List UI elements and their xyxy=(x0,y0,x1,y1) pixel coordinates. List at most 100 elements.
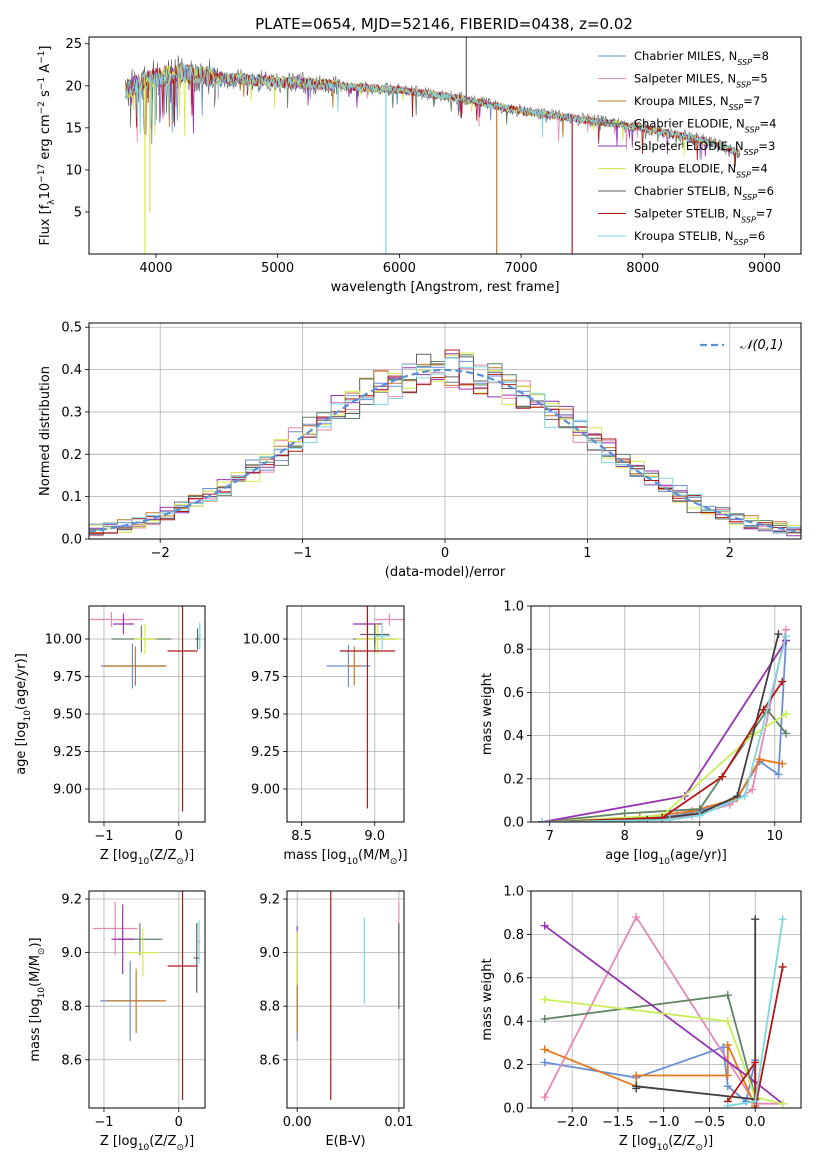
y-tick-label: 0.2 xyxy=(61,448,82,463)
y-tick-label: 8.8 xyxy=(61,1000,82,1015)
x-tick-label: 7000 xyxy=(505,261,538,276)
y-tick-label: 8.6 xyxy=(61,1053,82,1068)
x-tick-label: −1.5 xyxy=(602,1115,634,1130)
y-axis-label-text: Flux [f xyxy=(38,204,53,245)
normal-legend-label: 𝒩(0,1) xyxy=(740,338,783,353)
y-tick-label: 0.6 xyxy=(503,971,524,986)
weight-marker xyxy=(782,632,790,641)
legend-entry: Chabrier STELIB, NSSP=6 xyxy=(634,184,774,202)
x-tick-label: −2.0 xyxy=(556,1115,588,1130)
y-tick-label: 9.2 xyxy=(61,893,82,908)
axes-spectrum: 4000 5000 6000 7000 8000 9000 5 10 15 20 25 wavelen… xyxy=(37,36,802,295)
weight-marker xyxy=(778,1099,787,1108)
x-tick-label: 8.5 xyxy=(291,829,312,844)
weight-series-2 xyxy=(544,1044,757,1107)
x-tick-label: 0.0 xyxy=(745,1115,766,1130)
y-tick-label: 5 xyxy=(74,205,82,220)
legend-entry: Chabrier MILES, NSSP=8 xyxy=(634,49,769,67)
y-axis-label-subscript: ⊙ xyxy=(37,948,47,956)
y-tick-label: 9.2 xyxy=(259,893,280,908)
weight-series-5 xyxy=(544,998,783,1105)
legend-entry-text: Salpeter MILES, N xyxy=(634,72,736,86)
x-axis-label-text: age [log xyxy=(605,848,658,863)
y-tick-label: 9.25 xyxy=(251,745,280,760)
legend-entry-text: Chabrier STELIB, N xyxy=(634,184,742,198)
weight-marker xyxy=(723,1101,732,1108)
x-tick-label: 5000 xyxy=(261,261,294,276)
y-axis-label-text: 10 xyxy=(38,183,53,200)
y-axis-label-text: ] xyxy=(38,46,53,51)
y-axis-label-superscript: −17 xyxy=(37,164,47,183)
legend-entry-value: =6 xyxy=(748,229,765,243)
x-axis-label: mass [log10(M/M⊙)] xyxy=(283,848,407,867)
legend-entry-subscript: SSP xyxy=(741,215,756,224)
x-axis-label-text: )] xyxy=(703,1134,713,1149)
x-axis-label-text: )] xyxy=(184,848,194,863)
legend-entry-value: =5 xyxy=(751,72,768,86)
weight-marker xyxy=(538,818,547,822)
weight-marker xyxy=(540,1045,549,1054)
x-tick-label: 9 xyxy=(696,829,704,844)
plot-area xyxy=(326,606,404,809)
y-tick-label: 25 xyxy=(65,37,82,52)
x-tick-label: 8 xyxy=(621,829,629,844)
x-tick-label: −0.5 xyxy=(694,1115,726,1130)
x-axis-label-subscript: ⊙ xyxy=(390,857,398,867)
weight-marker xyxy=(718,772,727,781)
weight-series-5 xyxy=(542,713,787,822)
y-tick-label: 8.8 xyxy=(259,1000,280,1015)
y-tick-label: 0.6 xyxy=(503,686,524,701)
normal-reference-curve xyxy=(89,368,801,533)
x-axis-label-text: (Z/Z xyxy=(149,848,176,863)
x-tick-label: 4000 xyxy=(139,261,172,276)
x-axis-label-text: (age/yr)] xyxy=(670,848,727,863)
axes-frame xyxy=(530,605,802,823)
x-axis-label-subscript: 10 xyxy=(657,1143,669,1153)
weight-marker xyxy=(751,1097,760,1106)
y-tick-label: 10 xyxy=(65,163,82,178)
y-axis-label-text: mass [log xyxy=(28,998,43,1061)
x-tick-label: 0 xyxy=(175,829,183,844)
legend-entry-value: =6 xyxy=(757,184,774,198)
plot-area xyxy=(538,625,790,822)
y-tick-label: 10.00 xyxy=(243,633,280,648)
y-tick-label: 0.0 xyxy=(503,1102,524,1117)
legend-entry-subscript: SSP xyxy=(736,170,751,179)
legend-entry: Kroupa MILES, NSSP=7 xyxy=(634,94,760,112)
x-tick-label: 0 xyxy=(175,1115,183,1130)
weight-series-1 xyxy=(543,915,783,1105)
legend-entry: Kroupa STELIB, NSSP=6 xyxy=(634,229,765,247)
weight-marker xyxy=(782,710,790,718)
y-tick-label: 15 xyxy=(65,121,82,136)
y-axis-label: mass weight xyxy=(480,673,495,755)
x-axis-label-text: (M/M xyxy=(358,848,390,863)
x-tick-label: 8000 xyxy=(626,261,659,276)
x-axis-label-subscript: 10 xyxy=(347,857,359,867)
weight-marker xyxy=(632,1071,641,1080)
plot-area xyxy=(89,349,801,539)
residual-histogram-8 xyxy=(89,357,801,539)
axes-age_vs_mass: 8.5 9.0 9.00 9.25 9.50 9.75 10.00 mass [log10(M… xyxy=(243,605,408,867)
y-axis-label-text: erg cm xyxy=(38,114,53,163)
legend-entry-subscript: SSP xyxy=(736,80,751,89)
legend-entry-subscript: SSP xyxy=(734,238,749,247)
legend-entry-value: =7 xyxy=(743,94,760,108)
weight-marker xyxy=(778,962,787,971)
y-tick-label: 1.0 xyxy=(503,600,524,615)
x-axis-label-subscript: 10 xyxy=(138,857,150,867)
weight-marker xyxy=(778,677,787,686)
legend-entry-text: Kroupa ELODIE, N xyxy=(634,162,736,176)
y-tick-label: 0.2 xyxy=(503,1058,524,1073)
legend-entry: Salpeter STELIB, NSSP=7 xyxy=(634,207,773,225)
x-axis-label: wavelength [Angstrom, rest frame] xyxy=(331,280,560,295)
axes-frame xyxy=(88,890,206,1109)
axes-frame xyxy=(88,605,206,823)
y-axis-label: Flux [fλ10−17 erg cm−2 s−1 A−1] xyxy=(37,46,57,246)
legend-entry-subscript: SSP xyxy=(737,58,752,67)
y-axis-label-superscript: −1 xyxy=(37,77,47,90)
legend-entry-subscript: SSP xyxy=(744,148,759,157)
y-tick-label: 10.00 xyxy=(45,633,82,648)
